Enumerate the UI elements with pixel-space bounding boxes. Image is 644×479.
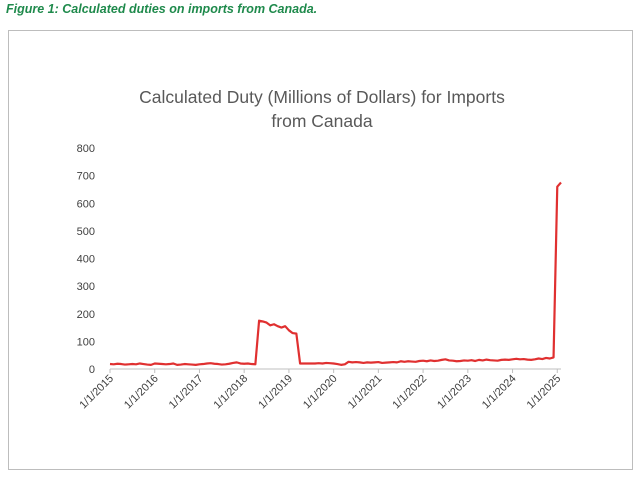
y-tick-label: 100: [77, 336, 95, 348]
x-axis-ticks: 1/1/2015 1/1/2016 1/1/2017 1/1/2018 1/1/2019…: [77, 369, 563, 411]
y-tick-label: 500: [77, 226, 95, 238]
figure-caption: Figure 1: Calculated duties on imports f…: [6, 2, 318, 16]
chart-title-line-1: Calculated Duty (Millions of Dollars) fo…: [139, 87, 505, 107]
y-tick-label: 300: [77, 281, 95, 293]
x-tick-label: 1/1/2025: [525, 373, 564, 412]
x-tick-label: 1/1/2016: [122, 373, 161, 412]
x-tick-label: 1/1/2018: [212, 373, 251, 412]
y-tick-label: 800: [77, 143, 95, 155]
y-tick-label: 200: [77, 309, 95, 321]
chart-frame: Calculated Duty (Millions of Dollars) fo…: [8, 30, 633, 470]
y-tick-label: 600: [77, 198, 95, 210]
x-tick-label: 1/1/2022: [390, 373, 429, 412]
x-tick-label: 1/1/2024: [480, 373, 519, 412]
y-tick-label: 700: [77, 171, 95, 183]
y-axis-ticks: 0 100 200 300 400 500 600 700 800: [77, 143, 95, 376]
x-tick-label: 1/1/2023: [435, 373, 474, 412]
x-tick-label: 1/1/2020: [301, 373, 340, 412]
series-line-calculated-duty: [109, 181, 562, 366]
chart-title-line-2: from Canada: [271, 111, 372, 131]
line-chart: Calculated Duty (Millions of Dollars) fo…: [77, 87, 564, 411]
x-tick-label: 1/1/2019: [256, 373, 295, 412]
y-tick-label: 0: [89, 364, 95, 376]
x-tick-label: 1/1/2017: [167, 373, 206, 412]
y-tick-label: 400: [77, 254, 95, 266]
x-tick-label: 1/1/2021: [346, 373, 385, 412]
x-tick-label: 1/1/2015: [77, 373, 116, 412]
